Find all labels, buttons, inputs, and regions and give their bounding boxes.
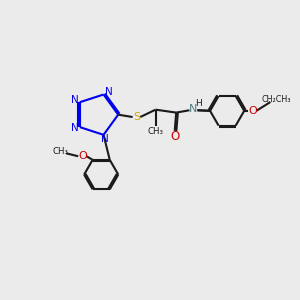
Text: CH₃: CH₃ [148, 127, 164, 136]
Text: O: O [170, 130, 179, 143]
Text: CH₂CH₃: CH₂CH₃ [262, 95, 291, 104]
Text: O: O [78, 151, 87, 161]
Text: O: O [248, 106, 257, 116]
Text: N: N [101, 134, 109, 144]
Text: N: N [71, 123, 78, 133]
Text: N: N [71, 95, 79, 105]
Text: S: S [133, 112, 140, 122]
Text: CH₃: CH₃ [52, 147, 68, 156]
Text: N: N [105, 87, 112, 97]
Text: N: N [189, 104, 197, 114]
Text: H: H [195, 99, 202, 108]
